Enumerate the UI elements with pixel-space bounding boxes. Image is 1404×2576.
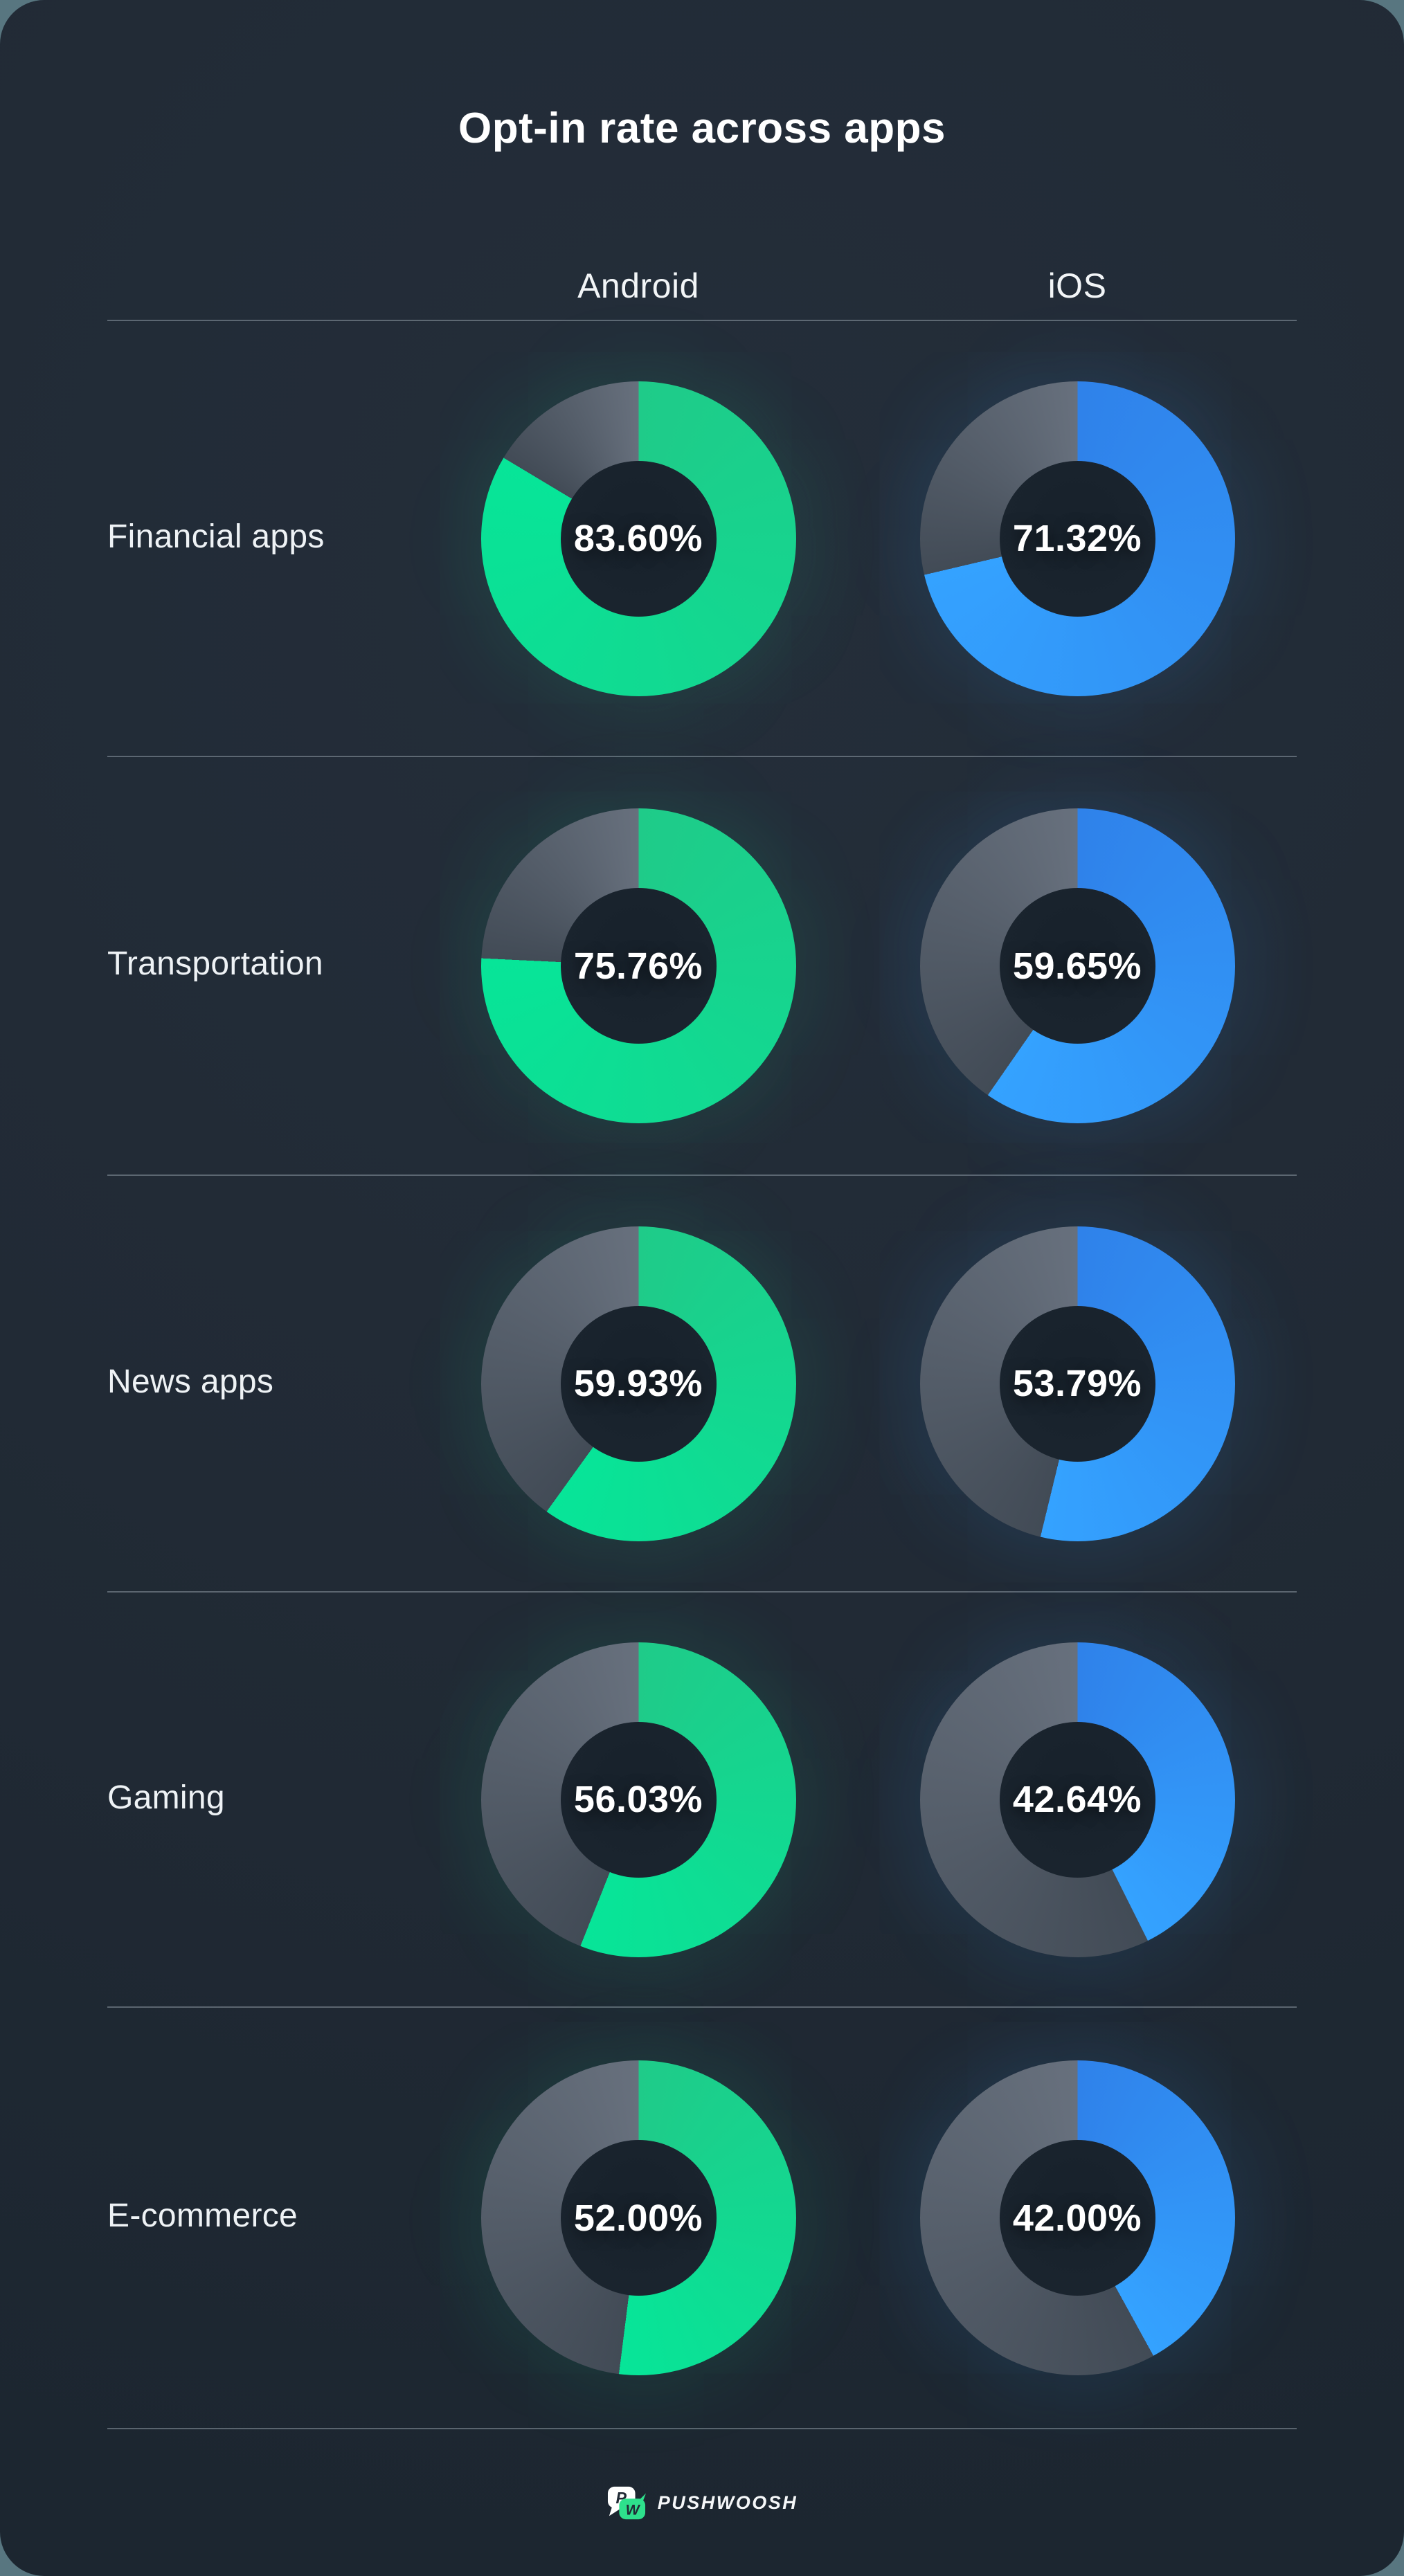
table-row-gaming: Gaming 56.03% 42.64% bbox=[107, 1591, 1297, 2006]
donut-ios-e-commerce: 42.00% bbox=[919, 2060, 1235, 2375]
donut-value-label: 75.76% bbox=[573, 945, 703, 987]
table-row-news-apps: News apps 59.93% 53.79% bbox=[107, 1174, 1297, 1591]
donut-value-label: 53.79% bbox=[1012, 1363, 1142, 1404]
header-block: Opt-in rate across apps Android iOS bbox=[0, 0, 1404, 320]
donut-android-financial-apps: 83.60% bbox=[480, 381, 796, 696]
donut-cell: 59.65% bbox=[858, 808, 1297, 1123]
donut-value-label: 59.65% bbox=[1012, 945, 1142, 987]
column-headers: Android iOS bbox=[107, 266, 1297, 306]
table-row-transportation: Transportation 75.76% 59.65% bbox=[107, 756, 1297, 1174]
donut-chart-grid: Financial apps 83.60% 71.32% Transportation… bbox=[107, 320, 1297, 2428]
row-label: News apps bbox=[107, 1363, 274, 1400]
donut-cell: 83.60% bbox=[419, 381, 858, 696]
column-header-android: Android bbox=[577, 266, 699, 305]
brand-wordmark: PUSHWOOSH bbox=[657, 2492, 798, 2513]
donut-value-label: 42.64% bbox=[1012, 1779, 1142, 1820]
row-label: Gaming bbox=[107, 1779, 225, 1816]
donut-value-label: 52.00% bbox=[573, 2197, 703, 2239]
row-label: Financial apps bbox=[107, 518, 325, 555]
donut-android-gaming: 56.03% bbox=[480, 1642, 796, 1957]
donut-value-label: 56.03% bbox=[573, 1779, 703, 1820]
donut-cell: 52.00% bbox=[419, 2060, 858, 2375]
row-label: E-commerce bbox=[107, 2197, 298, 2234]
table-row-financial-apps: Financial apps 83.60% 71.32% bbox=[107, 320, 1297, 756]
donut-cell: 59.93% bbox=[419, 1226, 858, 1541]
donut-value-label: 59.93% bbox=[573, 1363, 703, 1404]
footer: P W PUSHWOOSH bbox=[107, 2428, 1297, 2576]
column-header-ios: iOS bbox=[1047, 266, 1107, 305]
donut-cell: 56.03% bbox=[419, 1642, 858, 1957]
donut-value-label: 42.00% bbox=[1012, 2197, 1142, 2239]
pushwoosh-logo-icon: P W bbox=[606, 2483, 647, 2522]
row-label: Transportation bbox=[107, 945, 323, 982]
donut-ios-news-apps: 53.79% bbox=[919, 1226, 1235, 1541]
donut-android-news-apps: 59.93% bbox=[480, 1226, 796, 1541]
column-header-spacer bbox=[107, 266, 419, 306]
donut-value-label: 83.60% bbox=[573, 518, 703, 559]
donut-android-transportation: 75.76% bbox=[480, 808, 796, 1123]
donut-cell: 53.79% bbox=[858, 1226, 1297, 1541]
donut-cell: 42.64% bbox=[858, 1642, 1297, 1957]
donut-ios-transportation: 59.65% bbox=[919, 808, 1235, 1123]
donut-ios-financial-apps: 71.32% bbox=[919, 381, 1235, 696]
donut-value-label: 71.32% bbox=[1012, 518, 1142, 559]
donut-ios-gaming: 42.64% bbox=[919, 1642, 1235, 1957]
donut-android-e-commerce: 52.00% bbox=[480, 2060, 796, 2375]
donut-cell: 42.00% bbox=[858, 2060, 1297, 2375]
page-title: Opt-in rate across apps bbox=[458, 105, 946, 152]
donut-cell: 75.76% bbox=[419, 808, 858, 1123]
svg-text:W: W bbox=[625, 2501, 640, 2518]
donut-cell: 71.32% bbox=[858, 381, 1297, 696]
table-row-e-commerce: E-commerce 52.00% 42.00% bbox=[107, 2006, 1297, 2428]
